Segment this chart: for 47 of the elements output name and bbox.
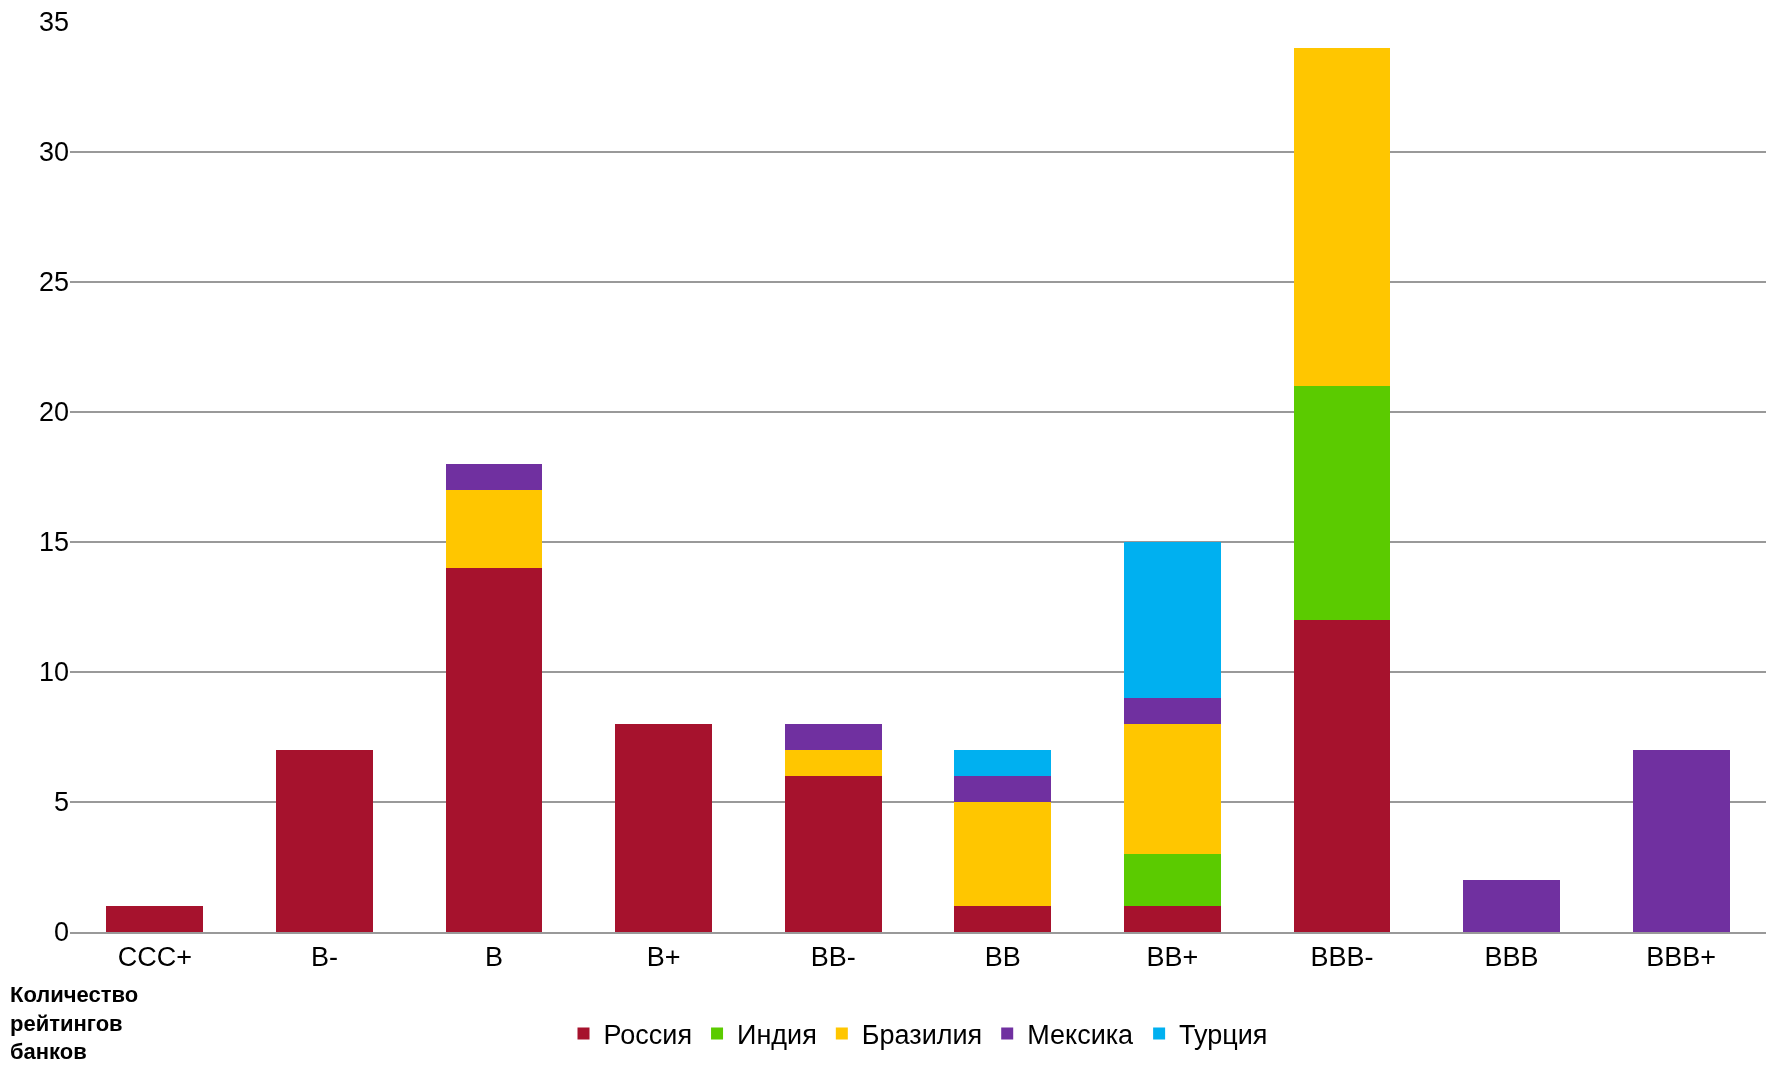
bar — [1124, 698, 1221, 724]
x-tick-label: BB — [984, 942, 1021, 973]
x-tick-label: B- — [310, 942, 338, 973]
bar — [615, 724, 712, 932]
y-tick-label: 25 — [38, 267, 69, 298]
bar — [954, 750, 1052, 776]
y-tick-label: 5 — [53, 787, 69, 818]
bar — [1293, 620, 1391, 932]
y-tick-label: 0 — [53, 917, 69, 948]
y-tick-label: 30 — [38, 137, 69, 168]
x-tick-label: CCC+ — [117, 942, 192, 973]
x-tick-label: B+ — [646, 942, 681, 973]
bar — [1124, 906, 1221, 932]
bar — [1124, 854, 1221, 906]
x-tick-label: BB- — [810, 942, 856, 973]
bar — [784, 724, 882, 750]
y-tick-label: 10 — [38, 657, 69, 688]
legend-label: Турция — [1179, 1019, 1268, 1050]
bar — [954, 802, 1052, 906]
y-tick-label: 20 — [38, 397, 69, 428]
bar — [954, 906, 1052, 932]
legend-label: Россия — [603, 1019, 693, 1050]
bar — [1463, 880, 1560, 932]
bar — [1124, 542, 1221, 698]
bar — [1293, 386, 1391, 620]
bar — [445, 568, 543, 932]
bar — [106, 906, 204, 932]
y-tick-label: 15 — [38, 527, 69, 558]
bar — [445, 464, 543, 490]
bar — [784, 776, 882, 932]
bar — [1293, 48, 1391, 386]
legend-label: Мексика — [1027, 1019, 1135, 1050]
bar — [276, 750, 373, 932]
bar — [1632, 750, 1730, 932]
bar — [784, 750, 882, 776]
y-axis-title: Количество рейтингов банков — [10, 982, 139, 1065]
x-tick-label: B — [484, 942, 504, 973]
y-tick-label: 35 — [38, 7, 69, 38]
x-tick-label: BBB+ — [1646, 942, 1717, 973]
x-tick-label: BBB- — [1310, 942, 1374, 973]
x-tick-label: BB+ — [1146, 942, 1199, 973]
bar — [1124, 724, 1221, 854]
legend-label: Индия — [737, 1019, 817, 1050]
bar — [954, 776, 1052, 802]
x-tick-label: BBB — [1484, 942, 1539, 973]
legend-label: Бразилия — [861, 1019, 983, 1050]
bar — [445, 490, 543, 568]
